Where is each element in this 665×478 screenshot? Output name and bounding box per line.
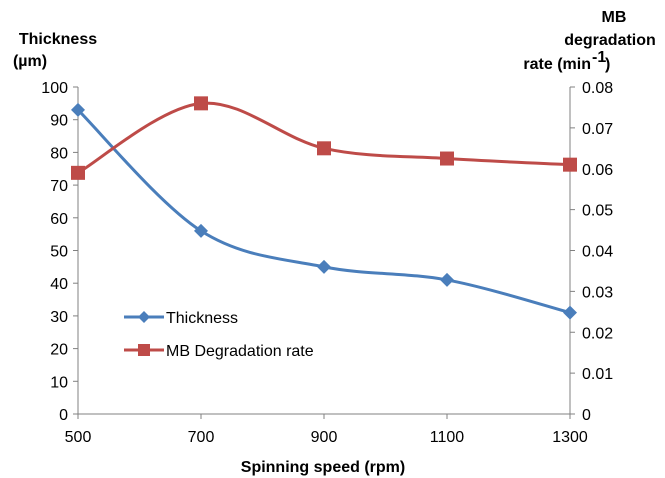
left-tick-label: 60: [50, 211, 68, 228]
right-axis-title-line-1: MB: [602, 9, 627, 26]
right-tick-label: 0.01: [582, 366, 613, 383]
x-tick-label: 1100: [430, 429, 465, 446]
left-axis-title-line-2: (µm): [13, 53, 47, 70]
legend-thickness-label: Thickness: [166, 310, 238, 327]
legend-degradation-marker: [138, 344, 150, 356]
series-layer: [71, 96, 577, 320]
x-axis-title: Spinning speed (rpm): [241, 459, 405, 476]
legend: Thickness MB Degradation rate: [124, 310, 314, 360]
left-tick-label: 0: [59, 407, 68, 424]
right-axis-title-close: ): [605, 56, 610, 73]
left-tick-label: 80: [50, 145, 68, 162]
left-tick-label: 10: [50, 374, 68, 391]
thickness-data-point: [563, 305, 577, 320]
right-tick-label: 0.04: [582, 244, 613, 261]
mb-degradation-rate-data-point: [440, 151, 454, 166]
left-tick-label: 50: [50, 244, 68, 261]
left-tick-label: 30: [50, 309, 68, 326]
mb-degradation-rate-series-line: [77, 101, 571, 175]
left-axis-title: Thickness (µm): [13, 31, 97, 70]
left-tick-label: 100: [41, 80, 68, 97]
mb-degradation-rate-data-point: [317, 141, 331, 156]
left-axis-title-line-1: Thickness: [19, 31, 97, 48]
thickness-data-point: [71, 102, 85, 117]
left-tick-label: 70: [50, 178, 68, 195]
right-tick-label: 0.02: [582, 325, 613, 342]
x-tick-label: 1300: [552, 429, 588, 446]
legend-degradation-label: MB Degradation rate: [166, 343, 314, 360]
left-tick-label: 90: [50, 113, 68, 130]
right-axis-title-superscript: -1: [592, 49, 606, 66]
left-tick-label: 20: [50, 342, 68, 359]
mb-degradation-rate-data-point: [194, 96, 208, 111]
x-tick-label: 700: [188, 429, 215, 446]
right-tick-label: 0.08: [582, 80, 613, 97]
thickness-data-point: [317, 259, 331, 274]
left-tick-label: 40: [50, 276, 68, 293]
thickness-data-point: [194, 223, 208, 238]
right-tick-label: 0: [582, 407, 591, 424]
right-tick-label: 0.03: [582, 284, 613, 301]
axes: 0 10 20 30 40 50 60 70 80 90 100 0 0.01 0.02 0.03 0.04 0…: [41, 80, 613, 446]
thickness-series-line: [76, 108, 571, 315]
x-tick-label: 500: [65, 429, 92, 446]
mb-degradation-rate-data-point: [71, 165, 85, 180]
right-axis-title: MB degradation rate (min -1 ): [523, 9, 655, 73]
mb-degradation-rate-data-point: [563, 157, 577, 172]
right-tick-label: 0.07: [582, 121, 613, 138]
right-axis-title-line-2: degradation: [564, 32, 656, 49]
thickness-data-point: [440, 272, 454, 287]
x-tick-label: 900: [311, 429, 338, 446]
right-tick-label: 0.05: [582, 203, 613, 220]
right-axis-title-line-3: rate (min: [523, 56, 591, 73]
legend-thickness-marker: [138, 311, 150, 323]
right-tick-label: 0.06: [582, 162, 613, 179]
